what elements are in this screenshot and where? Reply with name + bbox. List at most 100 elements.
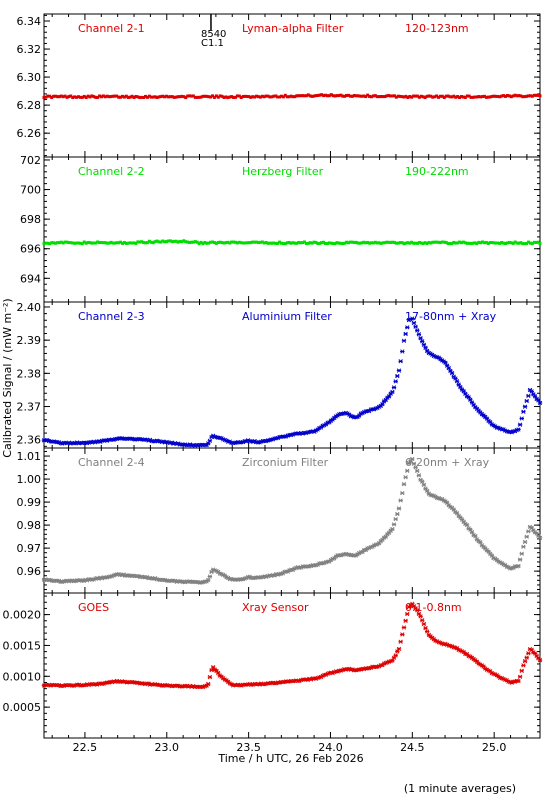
data-point — [523, 95, 527, 99]
data-point — [283, 242, 287, 246]
data-point — [537, 535, 543, 541]
data-point — [325, 242, 329, 246]
data-point — [442, 96, 446, 100]
data-point — [449, 371, 455, 376]
data-point — [522, 539, 528, 545]
panel-frame — [43, 301, 541, 449]
data-point — [163, 95, 167, 99]
data-point — [193, 95, 197, 99]
data-point — [99, 95, 103, 99]
data-point — [444, 500, 450, 505]
data-point — [423, 241, 427, 245]
data-point — [105, 241, 109, 245]
panel-frame — [43, 592, 541, 739]
data-point — [411, 320, 417, 326]
data-point — [438, 240, 442, 244]
data-point — [203, 241, 207, 245]
data-series — [41, 316, 543, 448]
data-point — [519, 416, 524, 421]
data-point — [471, 241, 475, 245]
data-point — [389, 94, 393, 98]
data-point — [88, 241, 92, 245]
y-tick-label: 698 — [20, 213, 41, 226]
data-point — [105, 94, 109, 98]
data-point — [471, 95, 475, 99]
data-point — [124, 94, 128, 98]
data-point — [140, 95, 144, 99]
data-point — [216, 240, 220, 244]
data-point — [343, 241, 347, 245]
data-point — [454, 241, 458, 245]
data-point — [337, 94, 341, 98]
data-point — [524, 655, 529, 660]
data-point — [76, 241, 80, 245]
data-point — [464, 522, 470, 528]
data-point — [405, 468, 410, 473]
y-tick-label: 696 — [20, 243, 41, 256]
data-point — [345, 240, 349, 244]
data-point — [197, 95, 201, 99]
data-point — [383, 95, 387, 99]
data-point — [475, 95, 479, 99]
data-point — [402, 242, 406, 246]
data-point — [440, 240, 444, 244]
data-point — [381, 241, 385, 245]
data-point — [414, 94, 418, 98]
data-point — [281, 242, 285, 246]
data-point — [128, 95, 132, 99]
data-point — [126, 95, 130, 99]
data-point — [136, 240, 140, 244]
data-point — [396, 241, 400, 245]
data-point — [256, 241, 260, 245]
data-point — [101, 94, 105, 98]
data-point — [490, 241, 494, 245]
data-point — [527, 240, 531, 244]
data-point — [228, 241, 232, 245]
data-point — [103, 95, 107, 99]
data-point — [50, 95, 54, 99]
data-point — [276, 95, 280, 99]
data-point — [390, 389, 395, 395]
data-point — [189, 94, 193, 98]
data-point — [151, 95, 155, 99]
data-point — [67, 95, 71, 99]
panel-2: 694 696 698 700 702 Channel 2-2 Herzberg Filte… — [20, 154, 542, 303]
data-point — [324, 241, 328, 245]
data-point — [524, 398, 529, 404]
data-point — [448, 95, 452, 99]
data-point — [222, 95, 226, 99]
data-point — [348, 240, 352, 244]
data-point — [119, 95, 123, 99]
data-point — [391, 240, 395, 244]
data-point — [268, 241, 272, 245]
data-point — [50, 241, 54, 245]
data-point — [272, 94, 276, 98]
data-point — [318, 241, 322, 245]
footnote: (1 minute averages) — [404, 782, 516, 795]
data-point — [115, 94, 119, 98]
data-point — [348, 94, 352, 98]
data-point — [207, 241, 211, 245]
data-point — [519, 241, 523, 245]
data-point — [42, 242, 46, 246]
data-point — [163, 240, 167, 244]
data-point — [446, 365, 451, 371]
panel-label: Channel 2-3 — [78, 310, 145, 323]
data-point — [53, 241, 57, 245]
data-point — [237, 94, 241, 98]
data-point — [299, 94, 303, 98]
data-point — [525, 94, 529, 98]
y-tick-label: 6.30 — [17, 71, 42, 84]
data-point — [534, 241, 538, 245]
data-point — [92, 95, 96, 99]
panel-label: Channel 2-4 — [78, 456, 145, 469]
data-point — [528, 241, 532, 245]
data-point — [216, 95, 220, 99]
data-point — [385, 94, 389, 98]
data-point — [477, 240, 481, 244]
data-point — [519, 551, 524, 556]
x-tick-label: 23.0 — [155, 741, 180, 754]
data-point — [318, 93, 322, 97]
data-point — [260, 94, 264, 98]
data-point — [329, 241, 333, 245]
